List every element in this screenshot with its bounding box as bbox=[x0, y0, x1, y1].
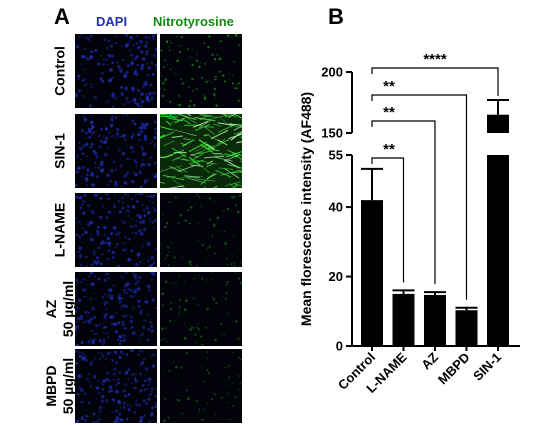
dapi-micrograph bbox=[75, 272, 157, 346]
dapi-micrograph bbox=[75, 193, 157, 267]
nitrotyrosine-micrograph bbox=[160, 193, 242, 267]
bar bbox=[455, 310, 478, 346]
significance-bracket bbox=[371, 94, 468, 300]
nitrotyrosine-micrograph bbox=[160, 114, 242, 188]
significance-label: ** bbox=[383, 141, 395, 158]
y-tick-label: 20 bbox=[329, 269, 343, 284]
dapi-micrograph bbox=[75, 114, 157, 188]
bar bbox=[424, 294, 446, 346]
y-tick-label: 200 bbox=[321, 65, 343, 80]
significance-bracket bbox=[371, 120, 436, 285]
y-tick-label: 0 bbox=[336, 339, 343, 354]
bar-upper-segment bbox=[487, 114, 509, 133]
nitrotyrosine-micrograph bbox=[160, 349, 242, 423]
y-axis-label: Mean florescence intensity (AF488) bbox=[298, 92, 314, 326]
x-tick-label: MBPD bbox=[435, 350, 473, 388]
panel-b-letter: B bbox=[328, 4, 344, 29]
nitrotyrosine-column-header: Nitrotyrosine bbox=[153, 14, 234, 29]
y-tick-label: 55 bbox=[329, 148, 343, 163]
y-tick-label: 40 bbox=[329, 200, 343, 215]
x-tick-label: SIN-1 bbox=[470, 350, 504, 384]
bar bbox=[487, 155, 509, 346]
bar bbox=[361, 200, 383, 346]
nitrotyrosine-micrograph bbox=[160, 34, 242, 108]
significance-label: ** bbox=[383, 104, 395, 121]
nitrotyrosine-micrograph bbox=[160, 272, 242, 346]
dapi-micrograph bbox=[75, 349, 157, 423]
panel-a-letter: A bbox=[54, 4, 70, 29]
significance-label: **** bbox=[423, 51, 447, 68]
bar bbox=[392, 293, 415, 346]
x-tick-label: AZ bbox=[418, 349, 441, 372]
y-tick-label: 150 bbox=[321, 126, 343, 141]
dapi-column-header: DAPI bbox=[96, 14, 128, 29]
significance-bracket bbox=[371, 157, 405, 283]
significance-bracket bbox=[371, 67, 499, 97]
dapi-micrograph bbox=[75, 34, 157, 108]
significance-label: ** bbox=[383, 78, 395, 95]
